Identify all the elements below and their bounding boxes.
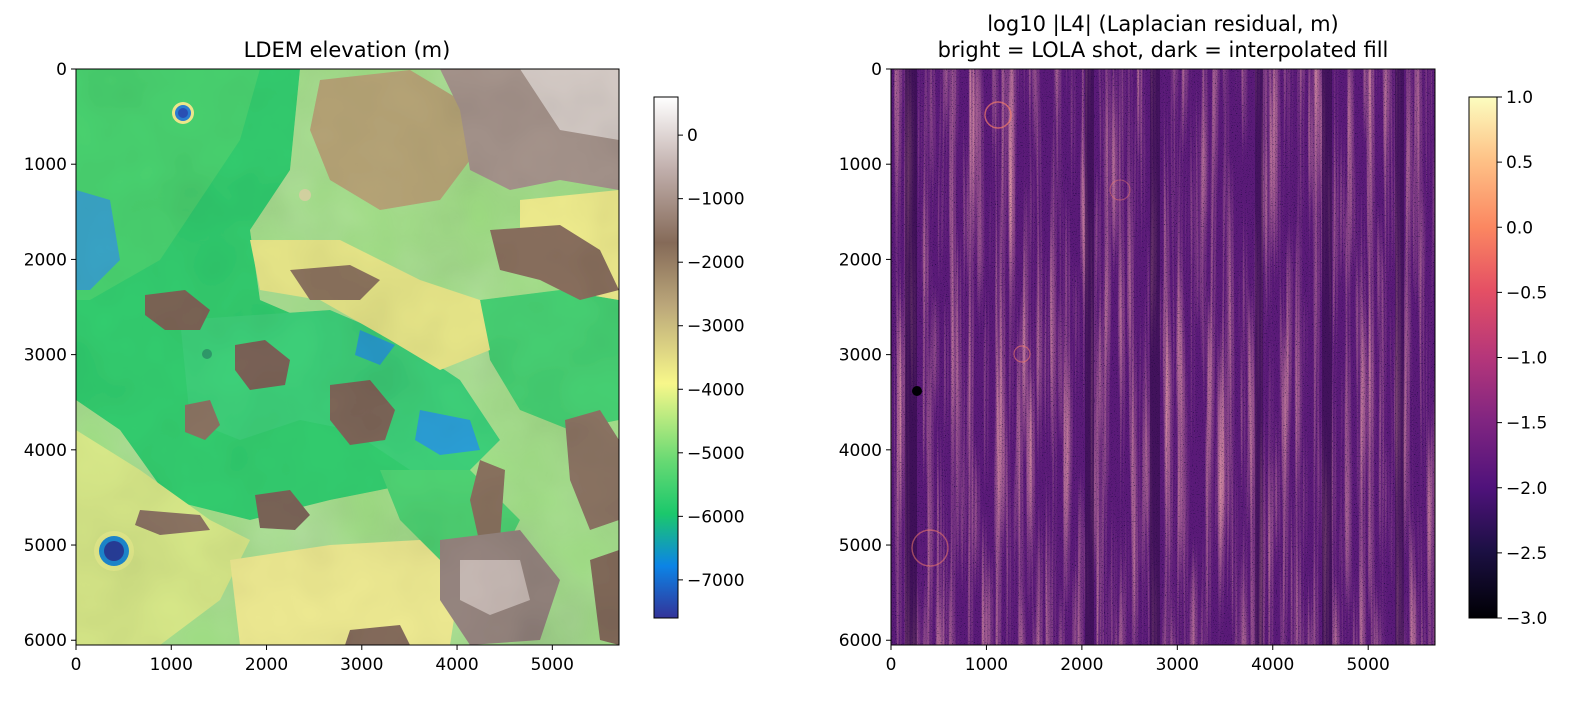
elevation-x-tick-label: 1000 bbox=[150, 655, 193, 675]
residual-x-tick-label: 2000 bbox=[1060, 655, 1103, 675]
residual-y-tick-label: 2000 bbox=[839, 250, 882, 270]
residual-y-tick-label: 1000 bbox=[839, 155, 882, 175]
elevation-colorbar-tick-label: −1000 bbox=[687, 190, 745, 210]
elevation-x-tick-label: 3000 bbox=[340, 655, 383, 675]
residual-y-tick-label: 5000 bbox=[839, 536, 882, 556]
residual-colorbar-tick-label: −2.5 bbox=[1506, 544, 1547, 564]
elevation-y-tick-label: 5000 bbox=[24, 536, 67, 556]
residual-axes-frame bbox=[890, 68, 1436, 646]
elevation-colorbar-tick-label: −2000 bbox=[687, 253, 745, 273]
residual-colorbar-ticks: 1.0 0.5 0.0 −0.5 −1.0 −1.5 −2.0 −2.5 −3.0 bbox=[1497, 88, 1547, 629]
elevation-y-tick-label: 3000 bbox=[24, 346, 67, 366]
residual-colorbar-tick-label: 0.0 bbox=[1506, 218, 1533, 238]
residual-subtitle: bright = LOLA shot, dark = interpolated … bbox=[938, 38, 1389, 62]
elevation-y-tick-label: 1000 bbox=[24, 155, 67, 175]
elevation-colorbar-tick-label: 0 bbox=[687, 126, 698, 146]
residual-colorbar bbox=[1469, 97, 1497, 618]
elevation-x-tick-label: 2000 bbox=[245, 655, 288, 675]
elevation-x-tick-label: 4000 bbox=[435, 655, 478, 675]
residual-axes: 0 1000 2000 3000 4000 5000 0 1000 2000 3000 4000 50… bbox=[839, 60, 1390, 675]
residual-x-tick-label: 0 bbox=[886, 655, 897, 675]
residual-colorbar-tick-label: −0.5 bbox=[1506, 283, 1547, 303]
residual-x-tick-label: 1000 bbox=[965, 655, 1008, 675]
elevation-axes: 0 1000 2000 3000 4000 5000 0 1000 2000 3000 4000 50… bbox=[24, 60, 574, 675]
residual-map bbox=[891, 69, 1435, 645]
residual-x-tick-label: 3000 bbox=[1156, 655, 1199, 675]
elevation-axes-frame bbox=[75, 68, 620, 646]
elevation-colorbar-tick-label: −6000 bbox=[687, 507, 745, 527]
residual-y-tick-label: 6000 bbox=[839, 631, 882, 651]
residual-x-tick-label: 5000 bbox=[1347, 655, 1390, 675]
residual-y-tick-label: 0 bbox=[871, 60, 882, 80]
residual-panel: 0 1000 2000 3000 4000 5000 0 1000 2000 3000 4000 50… bbox=[839, 12, 1548, 675]
residual-colorbar-tick-label: −1.0 bbox=[1506, 349, 1547, 369]
elevation-colorbar-ticks: 0 −1000 −2000 −3000 −4000 −5000 −6000 −7000 bbox=[678, 126, 745, 591]
residual-y-tick-label: 4000 bbox=[839, 441, 882, 461]
residual-colorbar-tick-label: 1.0 bbox=[1506, 88, 1533, 108]
elevation-colorbar-tick-label: −3000 bbox=[687, 317, 745, 337]
elevation-y-tick-label: 0 bbox=[56, 60, 67, 80]
elevation-y-tick-label: 6000 bbox=[24, 631, 67, 651]
residual-colorbar-tick-label: 0.5 bbox=[1506, 153, 1533, 173]
elevation-map bbox=[76, 69, 619, 645]
elevation-title: LDEM elevation (m) bbox=[244, 38, 451, 62]
elevation-colorbar-tick-label: −7000 bbox=[687, 571, 745, 591]
elevation-y-tick-label: 2000 bbox=[24, 250, 67, 270]
elevation-colorbar-tick-label: −5000 bbox=[687, 444, 745, 464]
residual-colorbar-tick-label: −1.5 bbox=[1506, 414, 1547, 434]
elevation-colorbar-tick-label: −4000 bbox=[687, 380, 745, 400]
elevation-colorbar bbox=[654, 97, 678, 618]
elevation-y-tick-label: 4000 bbox=[24, 441, 67, 461]
residual-title: log10 |L4| (Laplacian residual, m) bbox=[987, 12, 1339, 37]
elevation-x-tick-label: 5000 bbox=[531, 655, 574, 675]
residual-colorbar-tick-label: −2.0 bbox=[1506, 479, 1547, 499]
residual-x-tick-label: 4000 bbox=[1251, 655, 1294, 675]
residual-colorbar-tick-label: −3.0 bbox=[1506, 609, 1547, 629]
elevation-x-tick-label: 0 bbox=[71, 655, 82, 675]
elevation-panel: 0 1000 2000 3000 4000 5000 0 1000 2000 3000 4000 50… bbox=[24, 38, 745, 675]
residual-y-tick-label: 3000 bbox=[839, 346, 882, 366]
elevation-colorbar-frame bbox=[653, 96, 679, 619]
